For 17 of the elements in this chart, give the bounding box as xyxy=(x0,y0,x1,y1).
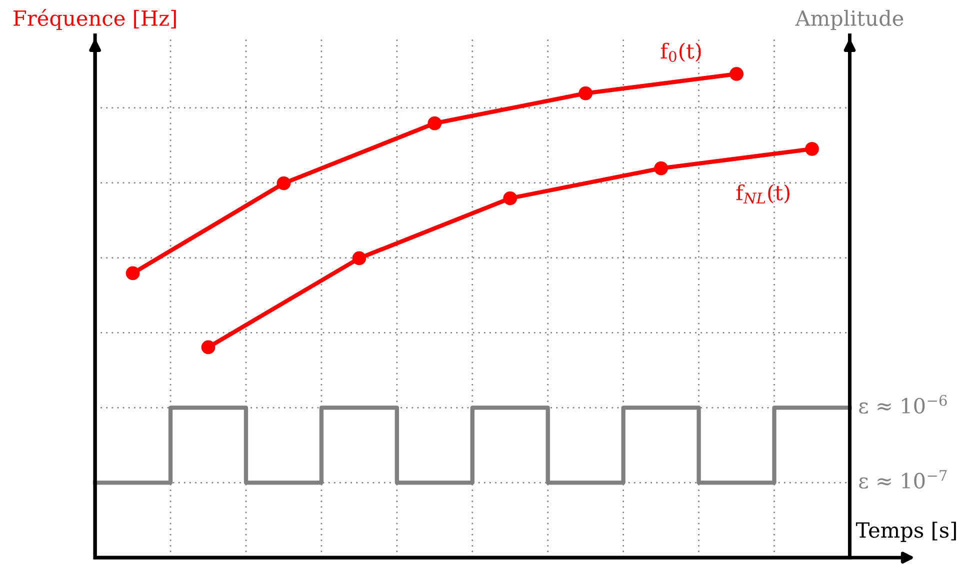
point xyxy=(126,266,140,280)
point xyxy=(428,116,442,130)
point xyxy=(503,191,518,206)
y-axis-title: Fréquence [Hz] xyxy=(14,9,176,30)
y2-axis-title: Amplitude xyxy=(795,10,904,30)
point xyxy=(201,340,216,354)
point xyxy=(352,251,366,266)
series-label: f$_{NL}$(t) xyxy=(736,184,790,204)
text: ε ≈ 10$^{−6}$ xyxy=(859,394,947,414)
point xyxy=(730,67,744,81)
point xyxy=(578,86,593,100)
point xyxy=(276,176,291,190)
x-axis-title: Temps [s] xyxy=(856,522,956,542)
point xyxy=(805,142,819,156)
point xyxy=(654,161,668,176)
text: ε ≈ 10$^{−7}$ xyxy=(859,470,947,489)
series-label: f$_{0}$(t) xyxy=(660,42,701,62)
